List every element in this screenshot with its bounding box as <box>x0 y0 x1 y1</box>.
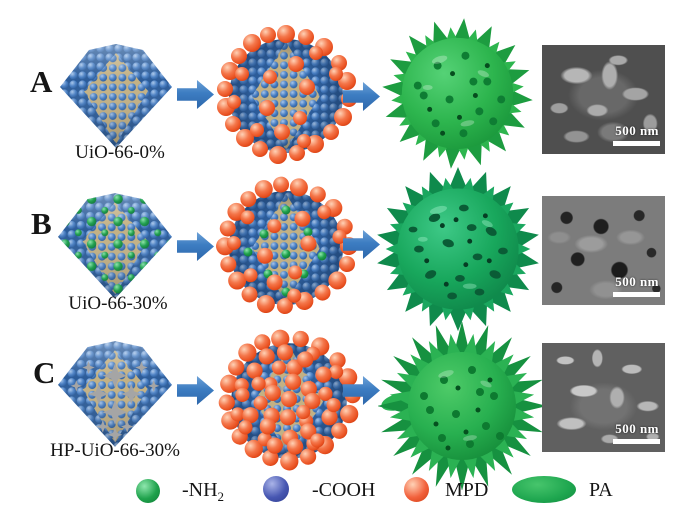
row-label-a: A <box>30 64 53 99</box>
cooh-sphere-icon <box>263 476 289 502</box>
crystal-label-c: HP-UiO-66-30% <box>50 440 180 461</box>
row-label-b: B <box>31 206 52 241</box>
arrow-right-icon <box>177 79 214 110</box>
scale-bar-label: 500 nm <box>615 123 659 138</box>
pa-ellipse-icon <box>512 476 576 503</box>
pa-particle-b <box>375 166 541 332</box>
scale-bar <box>613 141 660 146</box>
mpd-coated-sphere-a <box>217 25 357 164</box>
arrow-right-icon <box>177 231 214 262</box>
arrow-right-icon <box>177 375 214 406</box>
mpd-coated-sphere-b <box>212 174 360 322</box>
scale-bar-label: 500 nm <box>615 421 659 436</box>
pa-particle-a <box>381 17 534 169</box>
crystal-label-b: UiO-66-30% <box>68 293 168 314</box>
mpd-coated-sphere-c <box>214 326 364 476</box>
mof-crystal-uio66-30 <box>58 193 172 299</box>
mpd-sphere-icon <box>404 477 429 502</box>
scale-bar <box>613 292 660 297</box>
scale-bar <box>613 439 660 444</box>
mof-crystal-uio66-0 <box>60 44 172 148</box>
legend-label-mpd: MPD <box>445 479 489 501</box>
nh2-sphere-icon <box>136 479 160 503</box>
sem-image-c: 500 nm <box>542 343 665 452</box>
pa-particle-c <box>378 322 546 490</box>
crystal-label-a: UiO-66-0% <box>75 142 165 163</box>
sem-image-b: 500 nm <box>542 196 665 305</box>
legend-label-nh2: -NH2 <box>182 479 225 504</box>
sem-image-a: 500 nm <box>542 45 665 154</box>
mof-crystal-hp-uio66-30 <box>58 341 172 447</box>
legend-label-cooh: -COOH <box>312 479 376 501</box>
legend-label-pa: PA <box>589 479 613 501</box>
scale-bar-label: 500 nm <box>615 274 659 289</box>
row-label-c: C <box>33 355 56 390</box>
